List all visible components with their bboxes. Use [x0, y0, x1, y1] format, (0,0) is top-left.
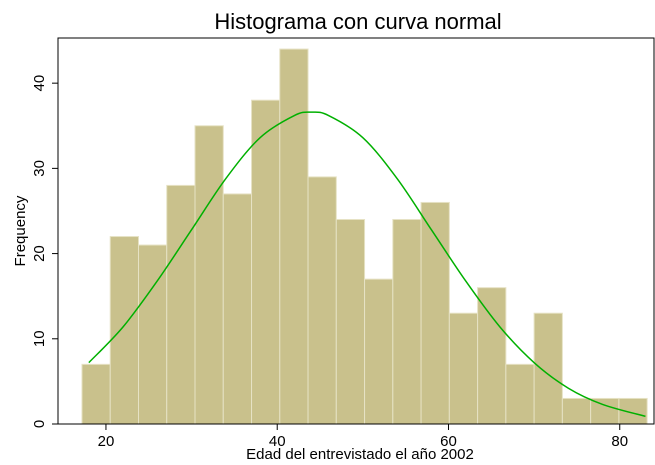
x-tick-label: 60: [440, 433, 457, 450]
bar: [222, 193, 253, 425]
bar: [194, 125, 224, 425]
y-tick-label: 10: [31, 330, 48, 347]
y-tick-label: 20: [31, 245, 48, 262]
bar: [505, 363, 535, 425]
bar: [364, 278, 394, 425]
bar: [109, 236, 139, 425]
bar: [477, 287, 507, 425]
plot-frame: [57, 37, 655, 425]
y-axis-label: Frequency: [12, 195, 29, 266]
bar: [561, 397, 592, 425]
bar: [335, 218, 366, 425]
x-tick-label: 80: [611, 433, 628, 450]
bar: [251, 99, 281, 425]
bar: [307, 176, 337, 425]
bar: [166, 184, 196, 425]
bar: [81, 363, 111, 425]
y-tick-label: 0: [31, 420, 48, 428]
y-tick-label: 30: [31, 160, 48, 177]
x-axis-label: Edad del entrevistado el año 2002: [246, 446, 474, 463]
bar: [279, 48, 309, 425]
y-tick-label: 40: [31, 75, 48, 92]
bar: [533, 312, 563, 425]
x-tick-label: 40: [269, 433, 286, 450]
x-tick-label: 20: [98, 433, 115, 450]
chart-title: Histograma con curva normal: [214, 9, 501, 34]
bar: [448, 312, 479, 425]
normal-curve: [88, 111, 646, 418]
bar: [137, 244, 168, 425]
bar: [392, 218, 422, 425]
bar: [590, 397, 620, 425]
